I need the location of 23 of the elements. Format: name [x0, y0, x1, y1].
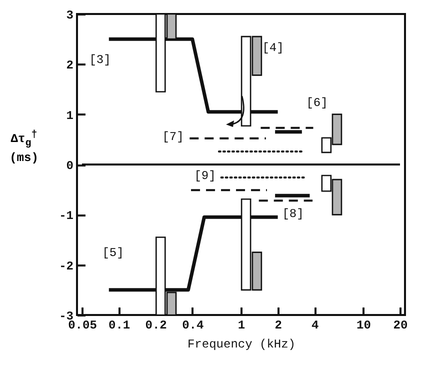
annotation: [9]: [194, 169, 216, 183]
annotation: [8]: [282, 207, 304, 221]
x-axis-title: Frequency (kHz): [187, 338, 296, 352]
x-tick-label: 1: [238, 318, 246, 332]
y-tick-label: -1: [59, 209, 74, 224]
annotation: [5]: [102, 246, 124, 260]
x-tick-label: 20: [393, 318, 408, 332]
x-tick-label: 0.1: [108, 318, 130, 332]
y-tick-label: 1: [66, 108, 74, 123]
x-tick-label: 0.2: [145, 318, 167, 332]
x-tick-label: 2: [274, 318, 282, 332]
x-tick-label: 0.05: [68, 318, 97, 332]
x-tick-label: 4: [311, 318, 319, 332]
y-tick-label: 0: [66, 159, 74, 173]
annotation: [7]: [162, 130, 184, 144]
x-tick-label: 10: [356, 318, 371, 332]
x-tick-label: 0.4: [182, 318, 204, 332]
y-tick-label: 3: [66, 8, 74, 22]
annotation: [6]: [306, 96, 328, 110]
y-tick-label: -2: [59, 259, 74, 274]
y-tick-label: 2: [66, 58, 74, 73]
annotation: [3]: [89, 53, 111, 67]
annotation: [4]: [262, 41, 284, 55]
